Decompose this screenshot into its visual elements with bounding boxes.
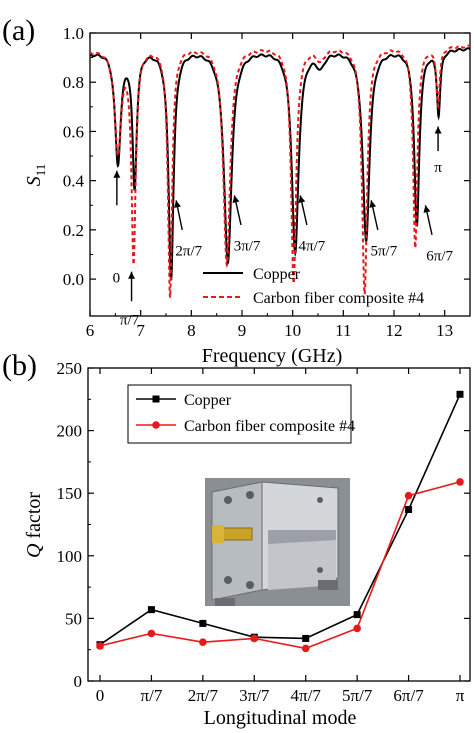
a-annotation-arrowhead-2: [174, 200, 181, 208]
a-annotation-arrowhead-3: [232, 195, 240, 204]
a-ytick-label-3: 0.6: [63, 122, 84, 141]
panel-a-legend: Copper Carbon fiber composite #4: [203, 266, 424, 307]
legend-b-carbon-label: Carbon fiber composite #4: [184, 418, 355, 435]
legend-b-copper-label: Copper: [184, 392, 232, 409]
panel-a-y-axis-label: S11: [23, 164, 48, 187]
carbon-q-marker-1: [147, 629, 156, 638]
a-annotation-label-7: π: [434, 160, 442, 176]
a-xtick-label-3: 9: [238, 321, 247, 340]
carbon-q-markers: [96, 478, 464, 653]
b-xtick-label-0: 0: [96, 686, 105, 705]
panel-b: (b) 0 π/7 2π/7 3π/7 4π/7 5π/7 6π/7 π 0 50 100 150 20…: [2, 349, 471, 729]
carbon-q-marker-2: [199, 638, 207, 646]
panel-a-x-axis-label-text: Frequency (GHz): [202, 345, 343, 367]
b-ytick-label-0: 0: [74, 672, 83, 691]
legend-copper-label: Copper: [253, 266, 301, 283]
a-annotation-arrowhead-4: [298, 195, 306, 204]
panel-a-label: (a): [2, 14, 35, 47]
a-annotation-arrowhead-1: [128, 271, 136, 279]
panel-b-y-axis-label-rest: factor: [23, 492, 45, 544]
copper-q-marker-6: [405, 505, 413, 513]
a-ytick-label-1: 0.2: [63, 221, 84, 240]
a-ytick-label-0: 0.0: [63, 270, 84, 289]
b-ytick-label-5: 250: [57, 359, 83, 378]
svg-text:S11: S11: [23, 164, 48, 187]
copper-s11-line: [89, 47, 471, 281]
carbon-q-marker-4: [301, 644, 310, 653]
a-xtick-label-5: 11: [335, 321, 351, 340]
cavity-photo: [205, 478, 350, 606]
panel-a-annotations: 0 π/7 2π/7 3π/7 4π/7 5π/7 6π/7 π: [113, 126, 453, 328]
panel-b-legend-box: [127, 384, 352, 444]
copper-q-marker-2: [199, 619, 207, 627]
panel-a-y-axis-label-main: S: [23, 176, 45, 186]
legend-carbon-label: Carbon fiber composite #4: [253, 290, 424, 307]
b-xtick-label-3: 3π/7: [239, 686, 270, 705]
a-xtick-label-1: 7: [136, 321, 145, 340]
panel-b-x-axis-label: Longitudinal mode: [204, 707, 357, 729]
b-ytick-label-4: 200: [57, 422, 83, 441]
carbon-q-line: [99, 481, 461, 650]
a-annotation-label-6: 6π/7: [426, 248, 453, 264]
a-annotation-label-2: 2π/7: [175, 244, 202, 260]
panel-b-y-axis-label-main: Q: [23, 543, 45, 558]
svg-text:Q factor: Q factor: [23, 492, 45, 558]
carbon-q-marker-7: [456, 478, 464, 486]
panel-b-label: (b): [2, 349, 37, 382]
legend-b-carbon-marker: [152, 421, 160, 429]
copper-q-marker-7: [456, 390, 464, 398]
panel-a-plot-frame: [89, 32, 471, 317]
a-annotation-arrowhead-0: [113, 170, 121, 178]
a-annotation-arrowhead-5: [369, 200, 377, 208]
panel-a-y-axis-label-sub: 11: [33, 164, 48, 177]
a-xtick-label-6: 12: [386, 321, 403, 340]
b-xtick-label-7: π: [456, 686, 465, 705]
carbon-s11-line: [89, 44, 471, 298]
panel-a: (a) 6 7 8 9 10 11 12 13 0.0 0.2 0.4 0.6 0.8 1.0 0 π/7 2…: [2, 14, 471, 367]
a-annotation-label-3: 3π/7: [234, 239, 261, 255]
b-xtick-label-5: 5π/7: [342, 686, 373, 705]
a-annotation-label-5: 5π/7: [370, 244, 397, 260]
panel-b-x-axis-label-text: Longitudinal mode: [204, 707, 357, 729]
b-xtick-label-6: 6π/7: [393, 686, 424, 705]
a-xtick-label-7: 13: [436, 321, 453, 340]
carbon-q-marker-3: [250, 634, 259, 643]
carbon-q-marker-5: [353, 624, 361, 633]
copper-q-marker-1: [147, 606, 155, 614]
b-ytick-label-2: 100: [57, 547, 83, 566]
a-ytick-label-5: 1.0: [63, 24, 84, 43]
a-xtick-label-2: 8: [187, 321, 196, 340]
carbon-q-marker-0: [96, 642, 104, 650]
a-annotation-label-4: 4π/7: [299, 239, 326, 255]
a-annotation-label-1: π/7: [120, 312, 140, 328]
a-annotation-arrowhead-7: [434, 126, 442, 134]
b-xtick-label-2: 2π/7: [188, 686, 219, 705]
b-xtick-label-4: 4π/7: [291, 686, 322, 705]
a-annotation-label-0: 0: [113, 271, 121, 287]
panel-b-y-axis-label: Q factor: [23, 492, 45, 558]
panel-b-ticks: 0 π/7 2π/7 3π/7 4π/7 5π/7 6π/7 π 0 50 100 150 200 250: [57, 359, 470, 705]
a-ytick-label-2: 0.4: [63, 172, 85, 191]
copper-q-line: [99, 393, 461, 646]
a-xtick-label-0: 6: [86, 321, 95, 340]
a-annotation-arrowhead-6: [423, 205, 431, 213]
panel-a-x-axis-label: Frequency (GHz): [202, 345, 343, 367]
a-xtick-label-4: 10: [284, 321, 301, 340]
a-ytick-label-4: 0.8: [63, 73, 84, 92]
panel-b-legend: Copper Carbon fiber composite #4: [127, 384, 355, 444]
legend-b-copper-marker: [152, 395, 160, 403]
carbon-q-marker-6: [404, 491, 413, 500]
copper-q-marker-4: [302, 634, 310, 642]
b-xtick-label-1: π/7: [141, 686, 163, 705]
panel-a-ticks: 6 7 8 9 10 11 12 13 0.0 0.2 0.4 0.6 0.8 1.0: [63, 24, 470, 340]
b-ytick-label-3: 150: [57, 484, 83, 503]
b-ytick-label-1: 50: [65, 609, 82, 628]
copper-q-marker-5: [353, 611, 361, 619]
